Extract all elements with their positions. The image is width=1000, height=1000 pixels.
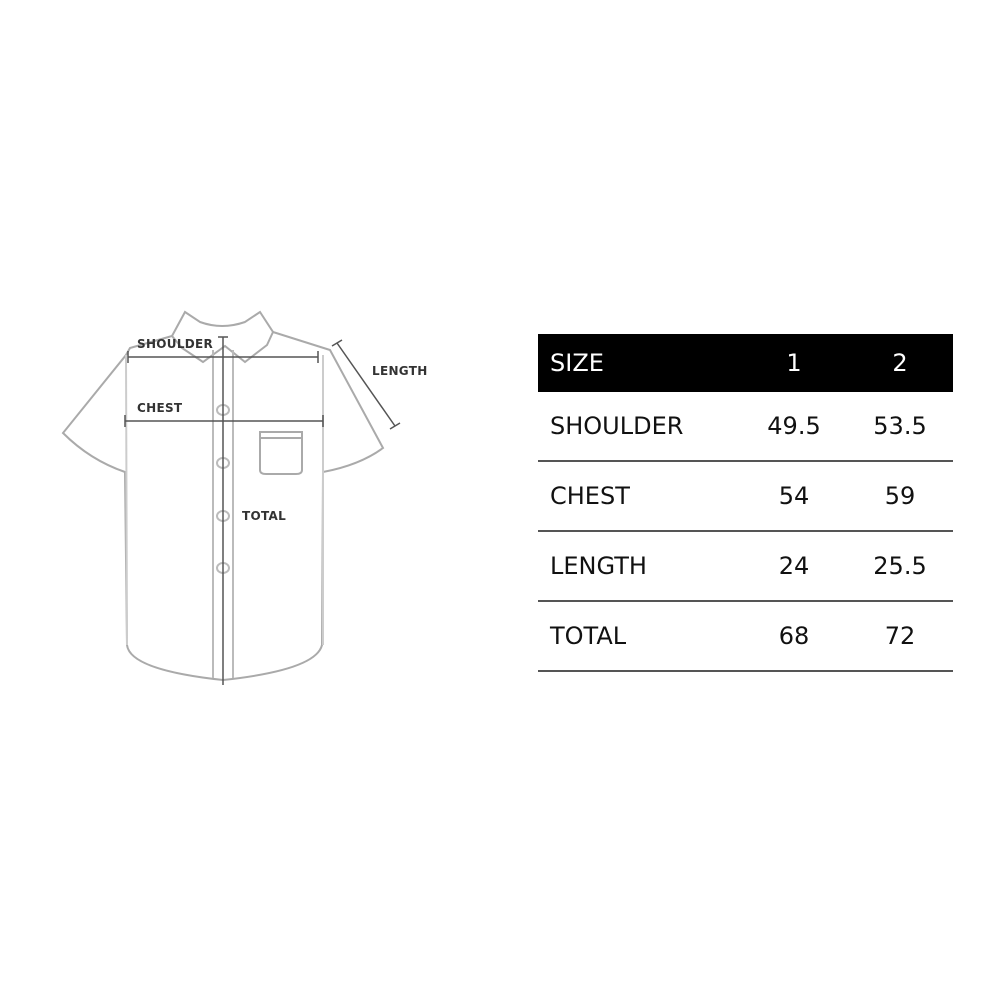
row-label: LENGTH xyxy=(538,531,741,602)
chest-label: CHEST xyxy=(137,401,183,415)
chest-measure-line xyxy=(124,415,324,427)
cell: 68 xyxy=(741,601,847,672)
cell: 25.5 xyxy=(847,531,953,602)
shoulder-label: SHOULDER xyxy=(137,337,214,351)
table-row: TOTAL 68 72 xyxy=(538,601,953,672)
cell: 72 xyxy=(847,601,953,672)
header-size: SIZE xyxy=(538,334,741,392)
row-label: CHEST xyxy=(538,461,741,532)
placket xyxy=(212,350,234,678)
cell: 49.5 xyxy=(741,392,847,462)
cell: 59 xyxy=(847,461,953,532)
total-label: TOTAL xyxy=(242,509,287,523)
length-measure-line xyxy=(331,339,401,430)
shirt-illustration xyxy=(61,310,401,685)
pocket xyxy=(259,431,303,475)
row-label: SHOULDER xyxy=(538,392,741,462)
size-table: SIZE 1 2 SHOULDER 49.5 53.5 CHEST 54 59 … xyxy=(538,334,953,672)
header-size-1: 1 xyxy=(741,334,847,392)
header-size-2: 2 xyxy=(847,334,953,392)
total-measure-line xyxy=(218,336,228,685)
row-label: TOTAL xyxy=(538,601,741,672)
cell: 24 xyxy=(741,531,847,602)
cell: 54 xyxy=(741,461,847,532)
table-header-row: SIZE 1 2 xyxy=(538,334,953,392)
cell: 53.5 xyxy=(847,392,953,462)
table-row: CHEST 54 59 xyxy=(538,461,953,532)
table-row: SHOULDER 49.5 53.5 xyxy=(538,392,953,462)
length-label: LENGTH xyxy=(372,364,428,378)
table-row: LENGTH 24 25.5 xyxy=(538,531,953,602)
